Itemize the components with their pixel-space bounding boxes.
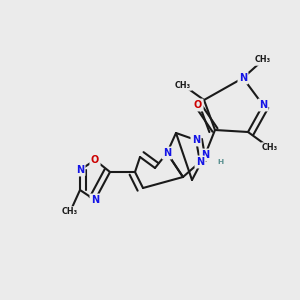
Text: CH₃: CH₃ <box>255 56 271 64</box>
Text: CH₃: CH₃ <box>62 208 78 217</box>
Text: O: O <box>91 155 99 165</box>
Text: N: N <box>192 135 200 145</box>
Text: N: N <box>76 165 84 175</box>
Text: CH₃: CH₃ <box>262 143 278 152</box>
Text: CH₃: CH₃ <box>175 80 191 89</box>
Text: N: N <box>239 73 247 83</box>
Text: N: N <box>196 157 204 167</box>
Text: N: N <box>259 100 267 110</box>
Text: N: N <box>163 148 171 158</box>
Text: N: N <box>91 195 99 205</box>
Text: H: H <box>217 159 223 165</box>
Text: O: O <box>194 100 202 110</box>
Text: N: N <box>201 150 209 160</box>
